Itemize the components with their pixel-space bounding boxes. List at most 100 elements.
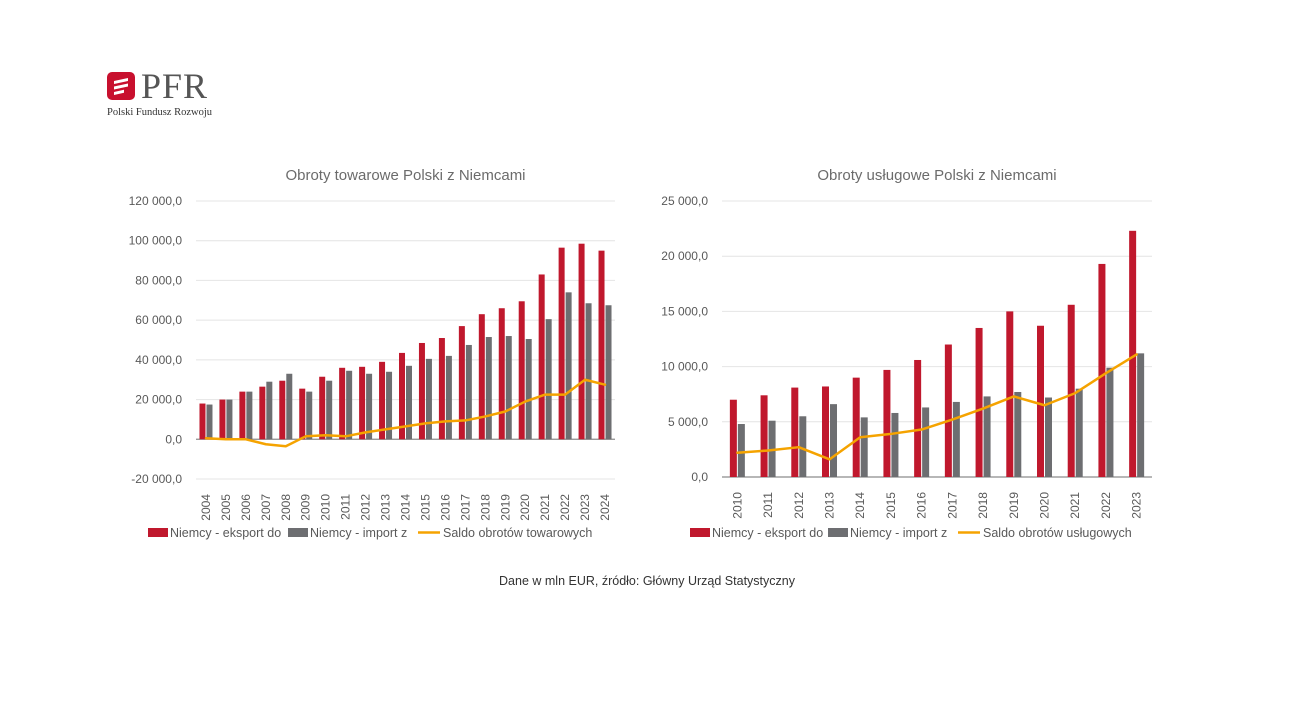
y-tick-label: 0,0 <box>165 432 182 446</box>
import-bar-2014 <box>406 365 412 440</box>
x-tick-label: 2012 <box>359 494 373 521</box>
import-bar-2022 <box>565 292 572 440</box>
x-tick-label: 2011 <box>339 494 353 520</box>
x-tick-label: 2019 <box>1007 492 1021 519</box>
legend-label: Niemcy - eksport do <box>712 526 823 540</box>
import-bar-2004 <box>206 404 213 440</box>
import-bar-2016 <box>922 407 930 477</box>
export-bar-2004 <box>199 403 206 440</box>
legend-label: Niemcy - import z <box>850 526 947 540</box>
x-tick-label: 2007 <box>259 494 273 521</box>
export-bar-2014 <box>399 352 405 440</box>
import-bar-2017 <box>952 401 960 477</box>
export-bar-2011 <box>339 367 346 440</box>
y-tick-label: 0,0 <box>691 470 708 484</box>
x-tick-label: 2015 <box>418 494 432 521</box>
export-bar-2018 <box>975 327 983 477</box>
x-tick-label: 2017 <box>945 492 959 519</box>
import-bar-2008 <box>286 373 293 440</box>
export-bar-2019 <box>1006 311 1014 477</box>
import-bar-2022 <box>1106 367 1114 477</box>
x-tick-label: 2020 <box>1038 492 1052 519</box>
import-bar-2011 <box>346 370 353 440</box>
x-tick-label: 2023 <box>578 494 592 521</box>
export-bar-2005 <box>219 399 226 440</box>
export-bar-2021 <box>1067 304 1075 477</box>
legend-label: Saldo obrotów towarowych <box>443 526 592 540</box>
import-bar-2006 <box>246 391 253 440</box>
import-bar-2015 <box>425 358 432 440</box>
export-bar-2012 <box>359 366 366 440</box>
import-bar-2013 <box>830 404 837 477</box>
export-bar-2019 <box>498 308 505 440</box>
export-bar-2012 <box>791 387 799 477</box>
export-bar-2007 <box>259 386 266 440</box>
x-tick-label: 2010 <box>730 492 744 519</box>
export-bar-2017 <box>458 326 465 440</box>
y-tick-label: 5 000,0 <box>668 415 708 429</box>
import-bar-2007 <box>266 381 273 440</box>
legend-label: Saldo obrotów usługowych <box>983 526 1132 540</box>
x-tick-label: 2013 <box>379 494 393 521</box>
legend-swatch-export <box>690 528 710 537</box>
x-tick-label: 2021 <box>1068 492 1082 519</box>
import-bar-2019 <box>1014 391 1022 477</box>
export-bar-2020 <box>1037 325 1044 477</box>
import-bar-2010 <box>326 380 333 440</box>
export-bar-2010 <box>729 399 737 477</box>
import-bar-2014 <box>860 417 868 477</box>
import-bar-2023 <box>1137 353 1145 477</box>
x-tick-label: 2013 <box>823 492 837 519</box>
x-tick-label: 2019 <box>498 494 512 521</box>
goods-trade-chart-svg: Obroty towarowe Polski z Niemcami -20 000… <box>129 167 615 540</box>
x-tick-label: 2011 <box>761 492 775 518</box>
import-bar-2023 <box>585 303 592 440</box>
x-tick-label: 2022 <box>1099 492 1113 519</box>
legend-swatch-import <box>828 528 848 537</box>
legend-swatch-export <box>148 528 168 537</box>
x-tick-label: 2016 <box>438 494 452 521</box>
y-tick-label: 40 000,0 <box>135 353 182 367</box>
export-bar-2006 <box>239 391 246 440</box>
export-bar-2023 <box>578 243 585 440</box>
legend-label: Niemcy - eksport do <box>170 526 281 540</box>
export-bar-2009 <box>299 388 306 440</box>
import-bar-2020 <box>525 339 532 440</box>
x-tick-label: 2018 <box>976 492 990 519</box>
export-bar-2024 <box>598 250 605 440</box>
goods-trade-chart: Obroty towarowe Polski z Niemcami -20 000… <box>129 160 620 560</box>
legend-label: Niemcy - import z <box>310 526 407 540</box>
x-tick-label: 2010 <box>319 494 333 521</box>
import-bar-2024 <box>605 305 612 440</box>
import-bar-2018 <box>983 396 991 477</box>
export-bar-2013 <box>379 361 386 440</box>
pfr-logo: PFR Polski Fundusz Rozwoju <box>107 66 237 122</box>
y-tick-label: 120 000,0 <box>129 194 183 208</box>
brand-name: PFR <box>141 66 209 106</box>
export-bar-2016 <box>914 359 922 477</box>
pfr-logo-icon <box>107 72 135 100</box>
y-tick-label: 20 000,0 <box>135 393 182 407</box>
x-tick-label: 2014 <box>853 492 867 519</box>
y-tick-label: 15 000,0 <box>661 304 708 318</box>
export-bar-2010 <box>319 376 326 440</box>
y-tick-label: 10 000,0 <box>661 360 708 374</box>
import-bar-2010 <box>737 424 745 477</box>
x-tick-label: 2015 <box>884 492 898 519</box>
saldo-line <box>204 378 607 448</box>
export-bar-2021 <box>538 274 545 440</box>
x-tick-label: 2016 <box>915 492 929 519</box>
services-trade-chart: Obroty usługowe Polski z Niemcami 0,0 5 00… <box>660 160 1160 560</box>
x-tick-label: 2005 <box>219 494 233 521</box>
export-bar-2008 <box>279 380 286 440</box>
x-tick-label: 2020 <box>518 494 532 521</box>
x-tick-label: 2004 <box>199 494 213 521</box>
x-tick-label: 2006 <box>239 494 253 521</box>
import-bar-2005 <box>226 399 233 440</box>
x-tick-label: 2017 <box>458 494 472 521</box>
import-bar-2021 <box>1075 388 1083 477</box>
x-tick-label: 2022 <box>558 494 572 521</box>
x-tick-label: 2021 <box>538 494 552 521</box>
export-bar-2016 <box>438 338 445 440</box>
import-bar-2017 <box>465 344 472 440</box>
